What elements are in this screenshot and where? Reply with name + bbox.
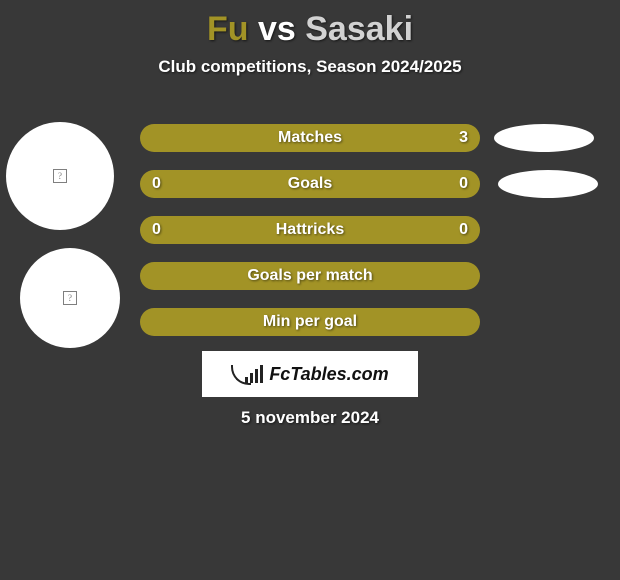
fctables-logo-icon — [231, 365, 263, 383]
missing-image-icon: ? — [53, 169, 67, 183]
source-badge: FcTables.com — [202, 351, 418, 397]
stat-bar: 0 Goals 0 — [140, 170, 480, 198]
stat-left-value: 0 — [152, 175, 161, 193]
stat-right-value: 0 — [459, 221, 468, 239]
stat-right-value: 0 — [459, 175, 468, 193]
stat-bar: Matches 3 — [140, 124, 480, 152]
stat-pill — [494, 124, 594, 152]
missing-image-icon: ? — [63, 291, 77, 305]
comparison-card: Fu vs Sasaki Club competitions, Season 2… — [0, 0, 620, 580]
stat-bar: 0 Hattricks 0 — [140, 216, 480, 244]
page-title: Fu vs Sasaki — [0, 0, 620, 49]
stat-pill — [498, 170, 598, 198]
subtitle: Club competitions, Season 2024/2025 — [0, 57, 620, 77]
pills-column — [490, 124, 602, 216]
player1-name: Fu — [207, 10, 249, 48]
vs-text: vs — [258, 10, 296, 48]
stat-label: Hattricks — [276, 221, 344, 239]
player1-avatar: ? — [6, 122, 114, 230]
date-text: 5 november 2024 — [0, 408, 620, 428]
stat-left-value: 0 — [152, 221, 161, 239]
player2-name: Sasaki — [305, 10, 413, 48]
stat-label: Matches — [278, 129, 342, 147]
stat-right-value: 3 — [459, 129, 468, 147]
stat-bar: Goals per match — [140, 262, 480, 290]
stat-bar: Min per goal — [140, 308, 480, 336]
stat-label: Goals — [288, 175, 332, 193]
player2-avatar: ? — [20, 248, 120, 348]
badge-text: FcTables.com — [269, 364, 388, 385]
stat-label: Goals per match — [247, 267, 372, 285]
stat-label: Min per goal — [263, 313, 357, 331]
avatars-column: ? ? — [6, 122, 126, 348]
stat-bars: Matches 3 0 Goals 0 0 Hattricks 0 Goals per matc… — [140, 124, 480, 354]
